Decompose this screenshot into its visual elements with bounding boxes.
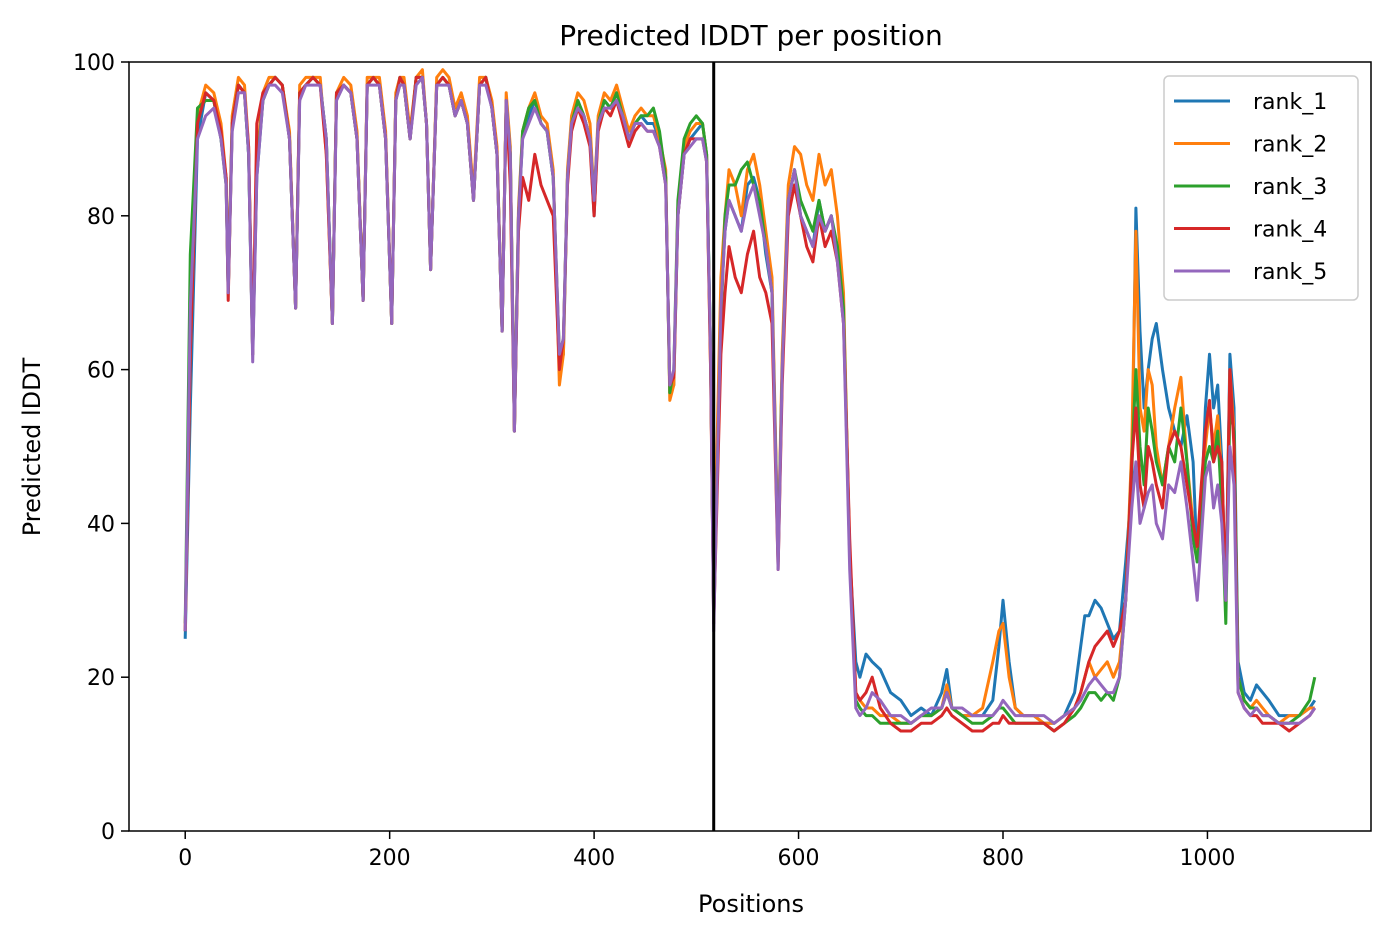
legend-label-rank_4: rank_4 xyxy=(1253,218,1327,243)
legend: rank_1 rank_2 rank_3 rank_4 rank_5 xyxy=(1163,75,1359,301)
series-line-rank_5 xyxy=(183,75,1317,725)
y-tick-label: 20 xyxy=(87,666,115,691)
x-tick-label: 1000 xyxy=(1179,846,1235,871)
x-axis-label: Positions xyxy=(698,890,804,918)
y-tick-label: 100 xyxy=(73,51,115,76)
chart-title: Predicted lDDT per position xyxy=(559,19,943,52)
x-tick-label: 600 xyxy=(778,846,820,871)
legend-label-rank_1: rank_1 xyxy=(1253,90,1327,115)
y-tick-label: 40 xyxy=(87,512,115,537)
x-tick-label: 0 xyxy=(178,846,192,871)
plot-frame xyxy=(128,61,1372,832)
legend-label-rank_2: rank_2 xyxy=(1253,133,1327,158)
x-tick-label: 800 xyxy=(982,846,1024,871)
y-axis: 0 20 40 60 80 100 xyxy=(73,51,129,845)
y-tick-label: 60 xyxy=(87,359,115,384)
y-tick-label: 80 xyxy=(87,205,115,230)
x-tick-label: 400 xyxy=(573,846,615,871)
x-axis: 0 200 400 600 800 1000 xyxy=(178,831,1235,871)
y-axis-label: Predicted lDDT xyxy=(18,357,46,536)
y-tick-label: 0 xyxy=(101,820,115,845)
legend-label-rank_3: rank_3 xyxy=(1253,175,1327,200)
series-lines xyxy=(183,68,1317,733)
legend-label-rank_5: rank_5 xyxy=(1253,260,1327,285)
x-tick-label: 200 xyxy=(369,846,411,871)
legend-box xyxy=(1163,75,1359,301)
